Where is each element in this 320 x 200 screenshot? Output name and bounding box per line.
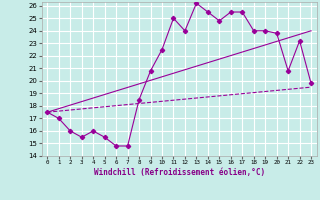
X-axis label: Windchill (Refroidissement éolien,°C): Windchill (Refroidissement éolien,°C)	[94, 168, 265, 177]
